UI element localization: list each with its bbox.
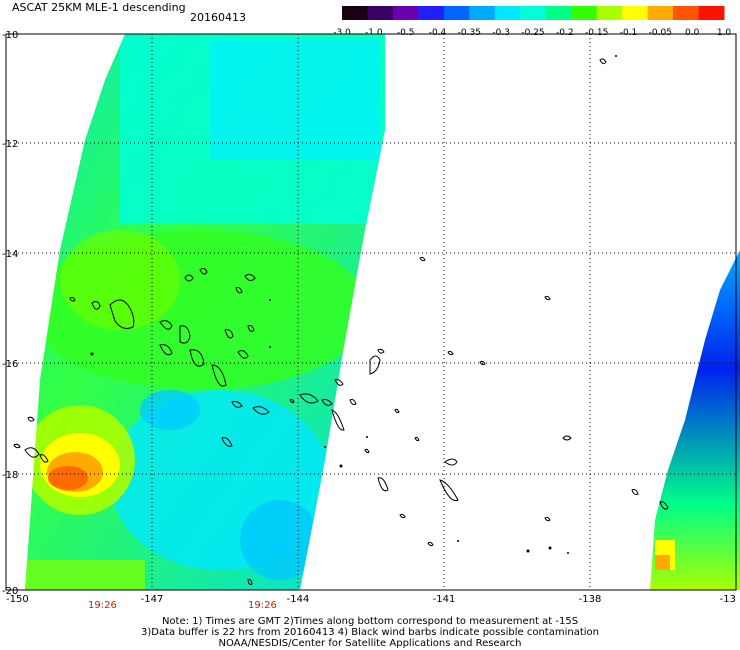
colorbar-swatch xyxy=(698,6,725,20)
colorbar-swatch xyxy=(571,6,598,20)
map-date: 20160413 xyxy=(190,11,246,24)
colorbar-swatch xyxy=(367,6,394,20)
colorbar-swatch xyxy=(596,6,623,20)
colorbar-label: -0.1 xyxy=(620,28,638,38)
time-label-2: 19:26 xyxy=(248,600,277,611)
colorbar-label: -0.15 xyxy=(585,28,608,38)
x-tick-label: -144 xyxy=(287,594,310,605)
note-line-3: NOAA/NESDIS/Center for Satellite Applica… xyxy=(218,638,522,649)
y-tick-label: -18 xyxy=(2,470,18,481)
map-title: ASCAT 25KM MLE-1 descending xyxy=(12,1,186,14)
swath-left xyxy=(25,34,385,590)
colorbar-labels: -3.0 -1.0 -0.5 -0.4 -0.35 -0.3 -0.25 -0.2 -0.15 -… xyxy=(333,28,731,38)
y-tick-label: -20 xyxy=(2,586,18,597)
colorbar-label: -3.0 xyxy=(333,28,351,38)
x-tick-label: -150 xyxy=(6,594,29,605)
colorbar-swatch xyxy=(647,6,674,20)
grid-lines xyxy=(6,33,736,590)
island-dots xyxy=(90,55,617,554)
x-tick-label: -141 xyxy=(433,594,456,605)
colorbar-swatch xyxy=(443,6,470,20)
colorbar-swatch xyxy=(520,6,547,20)
colorbar-label: -0.25 xyxy=(521,28,544,38)
time-label-1: 19:26 xyxy=(88,600,117,611)
x-tick-label: -138 xyxy=(579,594,602,605)
colorbar-label: -0.05 xyxy=(649,28,672,38)
colorbar xyxy=(342,6,725,20)
colorbar-swatch xyxy=(342,6,368,20)
x-tick-label: -13 xyxy=(720,594,736,605)
y-tick-label: -16 xyxy=(2,359,18,370)
swath-right xyxy=(650,250,740,590)
colorbar-label: -0.3 xyxy=(492,28,510,38)
y-tick-label: -12 xyxy=(2,139,18,150)
islands xyxy=(13,58,669,585)
plot-frame xyxy=(5,33,737,591)
colorbar-label: 0.0 xyxy=(685,28,700,38)
note-line-1: Note: 1) Times are GMT 2)Times along bot… xyxy=(161,616,579,627)
colorbar-label: -0.4 xyxy=(429,28,447,38)
colorbar-label: -0.35 xyxy=(458,28,481,38)
colorbar-swatch xyxy=(418,6,445,20)
colorbar-label: 1.0 xyxy=(717,28,732,38)
note-line-2: 3)Data buffer is 22 hrs from 20160413 4)… xyxy=(141,627,599,638)
x-tick-label: -147 xyxy=(141,594,164,605)
colorbar-swatch xyxy=(392,6,419,20)
colorbar-swatch xyxy=(545,6,572,20)
colorbar-label: -1.0 xyxy=(365,28,383,38)
colorbar-swatch xyxy=(622,6,649,20)
colorbar-label: -0.5 xyxy=(397,28,415,38)
colorbar-label: -0.2 xyxy=(556,28,574,38)
colorbar-swatch xyxy=(469,6,496,20)
y-tick-label: -10 xyxy=(2,30,18,41)
y-axis-labels: -10 -12 -14 -16 -18 -20 xyxy=(2,30,18,597)
colorbar-swatch xyxy=(673,6,700,20)
y-tick-label: -14 xyxy=(2,249,18,260)
colorbar-swatch xyxy=(494,6,521,20)
x-axis-labels: -150 -147 -144 -141 -138 -13 xyxy=(6,594,736,605)
